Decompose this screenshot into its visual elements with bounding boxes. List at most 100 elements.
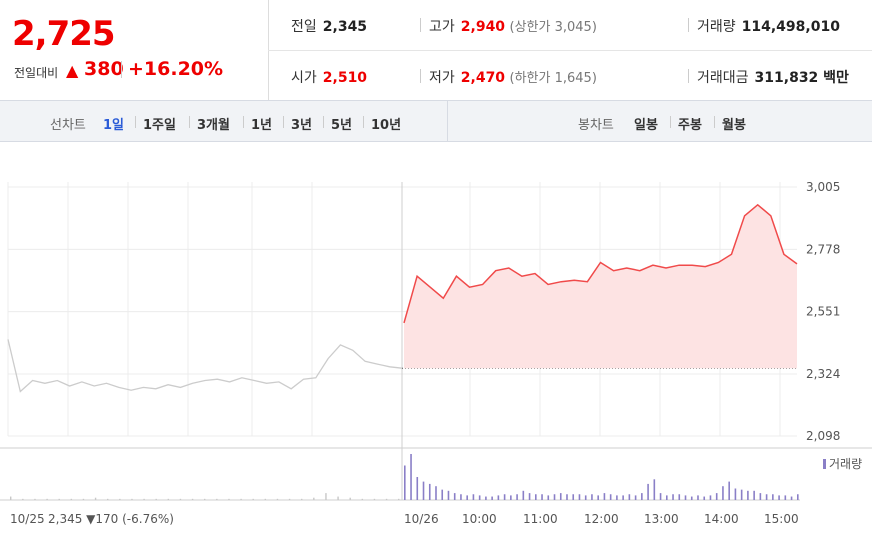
volume-bar (288, 498, 291, 500)
volume-bar (422, 481, 425, 500)
volume-bar (528, 493, 531, 500)
tab-5year[interactable]: 5년 (331, 118, 353, 133)
volume-bar (497, 495, 500, 500)
volume-bar (666, 495, 668, 500)
volume-bar (441, 489, 444, 500)
price-line (403, 203, 798, 324)
volume-bar (46, 498, 48, 500)
divider (447, 101, 448, 141)
volume-bar (797, 494, 799, 500)
volume-bar (240, 498, 242, 500)
divider (688, 18, 689, 32)
volume-bar (460, 494, 462, 500)
upper-limit: (상한가 3,045) (509, 20, 597, 35)
volume-bar (597, 495, 599, 500)
volume-bar (684, 495, 687, 500)
volume-bar (228, 498, 230, 500)
volume-bar (34, 498, 36, 500)
volume-bar (179, 498, 182, 500)
volume-bar (204, 498, 206, 500)
volume-bar (478, 495, 481, 500)
volume-bar (628, 494, 631, 500)
volume-bar (428, 483, 431, 500)
divider (283, 116, 284, 128)
volume-bar (690, 496, 693, 500)
volume-bar (167, 498, 170, 500)
tab-3month[interactable]: 3개월 (197, 118, 230, 133)
y-tick-label: 2,324 (806, 367, 840, 381)
y-tick-label: 2,551 (806, 305, 840, 319)
stat-label: 고가 (429, 19, 455, 35)
stat-value: 2,470 (460, 70, 506, 86)
volume-bar (553, 494, 556, 500)
prev-day-line (7, 339, 403, 393)
volume-bar (728, 481, 730, 500)
stat-prev-close: 전일 2,345 (291, 16, 367, 36)
tab-1week[interactable]: 1주일 (143, 118, 176, 133)
y-tick-label: 2,778 (806, 242, 840, 256)
tab-10year[interactable]: 10년 (371, 118, 402, 133)
volume-bar (709, 495, 712, 500)
volume-bar (337, 496, 339, 500)
x-tick-label: 10/25 (10, 512, 45, 526)
x-tick-label: 14:00 (704, 512, 739, 526)
volume-bar (131, 498, 133, 500)
y-tick-label: 3,005 (806, 180, 840, 194)
volume-bar (216, 498, 218, 500)
stat-volume: 거래량 114,498,010 (697, 16, 840, 36)
tab-3year[interactable]: 3년 (291, 118, 313, 133)
tab-1year[interactable]: 1년 (251, 118, 273, 133)
candle-chart-label: 봉차트 (578, 118, 614, 133)
stat-label: 시가 (291, 70, 317, 86)
volume-bar (790, 496, 793, 500)
volume-bar (10, 496, 12, 500)
up-arrow-icon: ▲ (66, 61, 79, 80)
volume-bar (715, 493, 718, 500)
volume-bar (603, 493, 606, 500)
y-tick-label: 2,098 (806, 429, 840, 443)
volume-bar (107, 498, 109, 500)
volume-bar (82, 498, 85, 500)
divider (688, 69, 689, 83)
volume-bar (740, 489, 743, 500)
volume-bar (653, 479, 656, 500)
volume-bar (252, 498, 254, 500)
line-chart-label: 선차트 (50, 118, 86, 133)
volume-bar (385, 498, 388, 500)
divider (323, 116, 324, 128)
volume-bar (191, 498, 194, 500)
volume-bar (503, 494, 506, 500)
volume-bar (58, 498, 60, 500)
volume-legend-label: 거래량 (829, 457, 862, 471)
change-percent: +16.20% (128, 58, 224, 80)
volume-bar (641, 493, 643, 500)
volume-bar (119, 498, 121, 500)
divider (714, 116, 715, 128)
tab-daily-candle[interactable]: 일봉 (634, 118, 658, 133)
divider (268, 50, 872, 51)
volume-bar (559, 493, 562, 500)
volume-bar (522, 490, 525, 500)
x-tick-label: 13:00 (644, 512, 679, 526)
quote-header: 2,725 전일대비 ▲ 380 +16.20% 전일 2,345 고가 2,940… (0, 0, 872, 100)
volume-bar (276, 498, 279, 500)
volume-bar (672, 494, 674, 500)
stat-value: 2,345 (322, 19, 368, 35)
divider (189, 116, 190, 128)
tab-1day[interactable]: 1일 (103, 118, 125, 133)
price-area (404, 204, 797, 369)
volume-bar (325, 493, 327, 500)
volume-bar (313, 497, 315, 500)
volume-bar (678, 494, 681, 500)
tab-weekly-candle[interactable]: 주봉 (678, 118, 702, 133)
volume-bar (453, 493, 456, 500)
volume-bar (143, 498, 145, 500)
chart-tab-bar: 선차트 1일 1주일 3개월 1년 3년 5년 10년 봉차트 일봉 주봉 월봉 (0, 100, 872, 142)
tab-monthly-candle[interactable]: 월봉 (722, 118, 746, 133)
volume-bar (447, 490, 450, 500)
divider (243, 116, 244, 128)
price-summary: 2,725 전일대비 ▲ 380 +16.20% (0, 0, 268, 100)
volume-bar (416, 477, 419, 500)
volume-bar (516, 494, 518, 500)
